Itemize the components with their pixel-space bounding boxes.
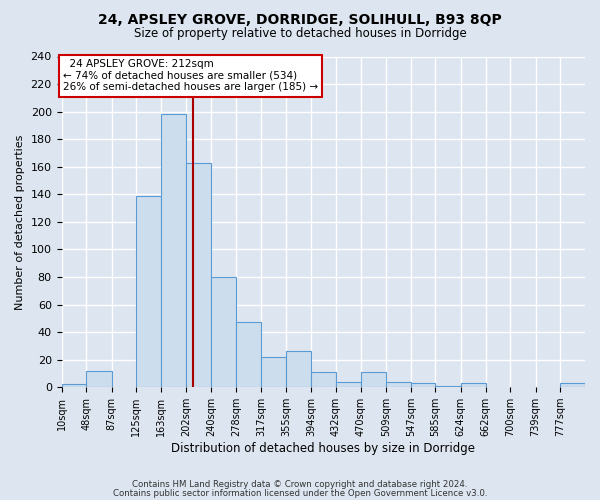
Bar bbox=[211, 277, 236, 387]
Bar bbox=[236, 322, 261, 387]
X-axis label: Distribution of detached houses by size in Dorridge: Distribution of detached houses by size … bbox=[171, 442, 475, 455]
Bar bbox=[386, 382, 411, 387]
Bar bbox=[411, 383, 436, 387]
Bar bbox=[336, 382, 361, 387]
Text: Contains HM Land Registry data © Crown copyright and database right 2024.: Contains HM Land Registry data © Crown c… bbox=[132, 480, 468, 489]
Bar bbox=[187, 162, 211, 387]
Bar bbox=[161, 114, 187, 387]
Bar bbox=[560, 383, 585, 387]
Bar bbox=[86, 370, 112, 387]
Bar bbox=[436, 386, 461, 387]
Bar bbox=[311, 372, 336, 387]
Text: 24 APSLEY GROVE: 212sqm
← 74% of detached houses are smaller (534)
26% of semi-d: 24 APSLEY GROVE: 212sqm ← 74% of detache… bbox=[63, 60, 318, 92]
Bar bbox=[261, 357, 286, 387]
Text: Contains public sector information licensed under the Open Government Licence v3: Contains public sector information licen… bbox=[113, 488, 487, 498]
Text: Size of property relative to detached houses in Dorridge: Size of property relative to detached ho… bbox=[134, 28, 466, 40]
Bar bbox=[136, 196, 161, 387]
Bar bbox=[461, 383, 485, 387]
Y-axis label: Number of detached properties: Number of detached properties bbox=[15, 134, 25, 310]
Bar bbox=[62, 384, 86, 387]
Text: 24, APSLEY GROVE, DORRIDGE, SOLIHULL, B93 8QP: 24, APSLEY GROVE, DORRIDGE, SOLIHULL, B9… bbox=[98, 12, 502, 26]
Bar bbox=[361, 372, 386, 387]
Bar bbox=[286, 352, 311, 387]
